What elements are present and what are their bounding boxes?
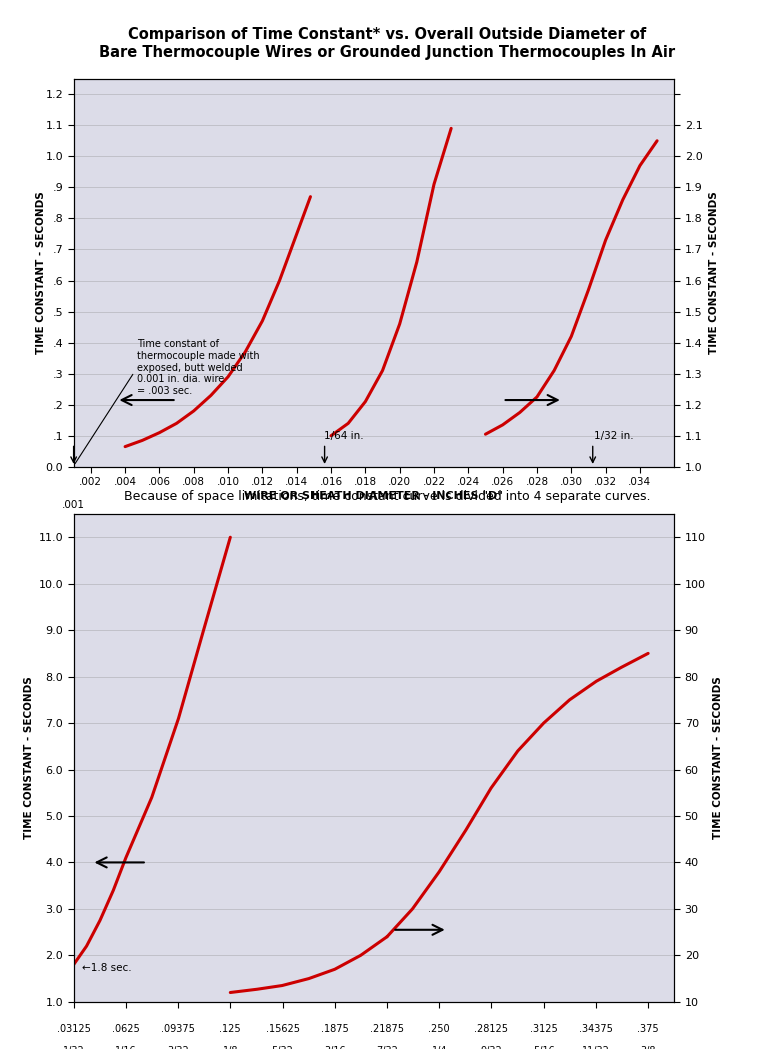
Text: 11/32: 11/32 xyxy=(582,1046,610,1049)
Text: 3/8: 3/8 xyxy=(640,1046,656,1049)
X-axis label: WIRE OR SHEATH DIAMETER - INCHES "D": WIRE OR SHEATH DIAMETER - INCHES "D" xyxy=(244,491,504,501)
Text: 9/32: 9/32 xyxy=(480,1046,502,1049)
Text: 1/32: 1/32 xyxy=(63,1046,84,1049)
Text: .3125: .3125 xyxy=(530,1024,557,1033)
Text: Comparison of Time Constant* vs. Overall Outside Diameter of
Bare Thermocouple W: Comparison of Time Constant* vs. Overall… xyxy=(99,27,676,60)
Text: .28125: .28125 xyxy=(474,1024,508,1033)
Text: .03125: .03125 xyxy=(57,1024,91,1033)
Y-axis label: TIME CONSTANT - SECONDS: TIME CONSTANT - SECONDS xyxy=(712,677,722,839)
Text: ←1.8 sec.: ←1.8 sec. xyxy=(81,963,131,973)
Y-axis label: TIME CONSTANT - SECONDS: TIME CONSTANT - SECONDS xyxy=(25,677,34,839)
Text: .250: .250 xyxy=(429,1024,450,1033)
Text: 3/32: 3/32 xyxy=(167,1046,189,1049)
Text: .125: .125 xyxy=(219,1024,241,1033)
Text: Time constant of
thermocouple made with
exposed, butt welded
0.001 in. dia. wire: Time constant of thermocouple made with … xyxy=(75,340,260,464)
Text: .001: .001 xyxy=(62,499,85,510)
Text: 1/32 in.: 1/32 in. xyxy=(594,431,633,441)
Text: 1/8: 1/8 xyxy=(222,1046,238,1049)
Text: .0625: .0625 xyxy=(112,1024,140,1033)
Y-axis label: TIME CONSTANT - SECONDS: TIME CONSTANT - SECONDS xyxy=(709,191,719,355)
Y-axis label: TIME CONSTANT - SECONDS: TIME CONSTANT - SECONDS xyxy=(36,191,46,355)
Text: .375: .375 xyxy=(637,1024,659,1033)
Text: 5/16: 5/16 xyxy=(532,1046,555,1049)
Text: .21875: .21875 xyxy=(370,1024,404,1033)
Text: Because of space limitations, time constant curve is divided into 4 separate cur: Because of space limitations, time const… xyxy=(124,490,651,502)
Text: 1/16: 1/16 xyxy=(115,1046,136,1049)
Text: 3/16: 3/16 xyxy=(324,1046,346,1049)
Text: .34375: .34375 xyxy=(579,1024,613,1033)
Text: .09375: .09375 xyxy=(161,1024,195,1033)
Text: 7/32: 7/32 xyxy=(376,1046,398,1049)
Text: 1/64 in.: 1/64 in. xyxy=(324,431,363,441)
Text: 5/32: 5/32 xyxy=(271,1046,294,1049)
Text: .1875: .1875 xyxy=(321,1024,349,1033)
Text: .15625: .15625 xyxy=(266,1024,300,1033)
Text: 1/4: 1/4 xyxy=(432,1046,447,1049)
